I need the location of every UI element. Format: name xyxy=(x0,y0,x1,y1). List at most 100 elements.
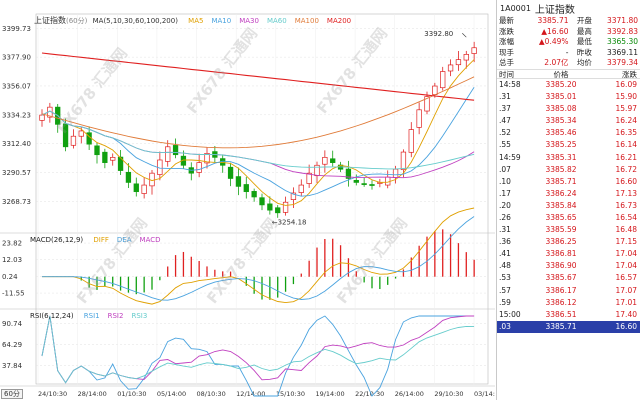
quote-row: 最新 3385.71 开盘 3371.80 xyxy=(499,16,638,27)
tick-change: 16.54 xyxy=(615,213,637,222)
quote-row: 涨跌 ▲16.60 最高 3392.83 xyxy=(499,27,638,38)
tick-change: 17.40 xyxy=(615,309,637,319)
tick-change: 17.04 xyxy=(615,249,637,259)
tick-row[interactable]: .59 3386.12 17.01 xyxy=(497,297,640,309)
tick-price: 3386.90 xyxy=(545,261,577,271)
candle-body xyxy=(133,183,139,193)
quote-label: 最新 xyxy=(499,16,514,25)
macd-y-tick: -11.55 xyxy=(2,290,25,298)
rsi-label: RSI(6,12,24) xyxy=(30,312,74,320)
quote-value: 3371.80 xyxy=(606,16,638,25)
tick-change: 17.01 xyxy=(615,297,637,307)
macd-y-tick: 23.82 xyxy=(2,240,22,248)
tick-change: 16.35 xyxy=(615,128,637,138)
chart-area[interactable]: 3399.73 3377.90 3356.07 3334.23 3312.40 3290.… xyxy=(0,0,495,400)
ma-line-ma200 xyxy=(41,52,475,101)
tick-row[interactable]: .47 3385.34 16.24 xyxy=(497,115,640,127)
candle-body xyxy=(353,179,359,183)
tick-price: 3385.67 xyxy=(545,273,577,283)
quote-label: 涨幅 xyxy=(499,37,514,47)
tick-change: 16.73 xyxy=(615,200,637,210)
rsi3-line xyxy=(41,315,475,384)
tick-row[interactable]: 14:59 3385.31 16.21 xyxy=(497,152,640,164)
quote-label: 总手 xyxy=(499,58,514,68)
tick-time: .48 xyxy=(499,261,511,271)
tick-price: 3385.34 xyxy=(545,116,577,126)
tick-price: 3385.84 xyxy=(545,200,577,210)
quote-label: 最低 xyxy=(576,37,592,47)
quote-label: 昨收 xyxy=(576,47,592,57)
tick-row[interactable]: .37 3385.08 15.97 xyxy=(497,103,640,115)
tick-row[interactable]: 15:00 3386.51 17.40 xyxy=(497,309,640,321)
tick-row[interactable]: .07 3385.82 16.72 xyxy=(497,164,640,176)
x-tick-label: 08/10:30 xyxy=(197,390,226,398)
tick-row[interactable]: .36 3386.25 17.15 xyxy=(497,236,640,248)
candle-body xyxy=(102,151,108,163)
quote-value: 3379.34 xyxy=(606,58,638,68)
rsi-y-tick: 37.84 xyxy=(2,362,23,370)
x-tick-label: 24/10:30 xyxy=(38,390,67,398)
tick-row[interactable]: .41 3386.81 17.04 xyxy=(497,248,640,260)
candle-body xyxy=(298,184,304,193)
main-y-tick: 3290.57 xyxy=(2,169,31,177)
legend-ma10: MA10 xyxy=(211,17,232,25)
tick-change: 17.15 xyxy=(615,237,637,247)
candle-body xyxy=(322,156,328,165)
tick-row[interactable]: .10 3385.71 16.60 xyxy=(497,176,640,188)
tick-row[interactable]: .20 3385.84 16.73 xyxy=(497,200,640,212)
tick-row[interactable]: .55 3385.25 16.14 xyxy=(497,139,640,151)
quote-label: 现手 xyxy=(499,47,514,57)
tick-time: 15:00 xyxy=(499,309,521,319)
candle-body xyxy=(408,129,414,153)
candle-body xyxy=(172,145,179,156)
tick-row[interactable]: .48 3386.90 17.04 xyxy=(497,260,640,272)
tick-row[interactable]: .17 3386.24 17.13 xyxy=(497,188,640,200)
candle-body xyxy=(196,162,202,173)
tick-row[interactable]: .57 3386.17 17.07 xyxy=(497,285,640,297)
low-price-label: ←3254.18 xyxy=(272,219,307,227)
tick-time: .47 xyxy=(499,116,511,126)
tick-row[interactable]: .03 3385.71 16.60 xyxy=(497,320,640,333)
tick-price: 3385.65 xyxy=(545,213,577,222)
candle-body xyxy=(70,135,77,146)
candle-body xyxy=(330,158,336,163)
x-tick-label: 15/10:30 xyxy=(276,390,305,398)
tick-price: 3385.31 xyxy=(545,152,577,162)
tick-price: 3385.46 xyxy=(545,128,577,138)
tick-row[interactable]: .26 3385.65 16.54 xyxy=(497,212,640,224)
rsi-legend: RSI(6,12,24) RSI1 RSI2 RSI3 xyxy=(30,312,147,320)
tick-change: 16.72 xyxy=(615,164,637,174)
tick-change: 17.04 xyxy=(615,261,637,271)
quote-value: 3365.30 xyxy=(606,37,638,47)
macd-y-tick: 12.03 xyxy=(2,256,22,264)
period-button[interactable]: 60分 xyxy=(1,389,23,399)
legend-ma100: MA100 xyxy=(294,17,319,25)
tick-row[interactable]: .31 3385.59 16.48 xyxy=(497,224,640,236)
macd-legend: MACD(26,12,9) DIFF DEA MACD xyxy=(30,236,161,244)
tick-row[interactable]: .52 3385.46 16.35 xyxy=(497,127,640,139)
tick-row[interactable]: 14:58 3385.20 16.09 xyxy=(497,79,640,91)
kline-chart-svg[interactable]: 3399.73 3377.90 3356.07 3334.23 3312.40 3290.… xyxy=(0,0,495,400)
legend-ma200: MA200 xyxy=(326,17,352,25)
candle-body xyxy=(432,85,438,95)
candle-body xyxy=(385,176,391,186)
main-y-tick: 3312.40 xyxy=(2,140,31,148)
quote-label: 均价 xyxy=(576,58,592,68)
tick-time: .37 xyxy=(499,104,511,114)
ticks-list[interactable]: 14:58 3385.20 16.09 .31 3385.01 15.90 .37 3385.… xyxy=(497,79,640,333)
tick-change: 16.14 xyxy=(615,140,637,150)
macd-y-tick: 0.24 xyxy=(2,273,18,281)
candle-body xyxy=(125,171,132,183)
candle-body xyxy=(39,114,45,121)
x-tick-label: 19/14:00 xyxy=(315,390,344,398)
x-tick-label: 01/10:30 xyxy=(117,390,146,398)
legend-ma60: MA60 xyxy=(266,17,287,25)
ticks-header-time: 时间 xyxy=(499,69,514,79)
tick-price: 3385.25 xyxy=(545,140,577,150)
stock-code: 1A0001 xyxy=(500,3,531,13)
tick-row[interactable]: .31 3385.01 15.90 xyxy=(497,91,640,103)
tick-row[interactable]: .53 3385.67 16.57 xyxy=(497,272,640,284)
legend-rsi1: RSI1 xyxy=(83,312,100,320)
tick-price: 3386.25 xyxy=(545,237,577,247)
quote-label: 涨跌 xyxy=(499,26,514,36)
